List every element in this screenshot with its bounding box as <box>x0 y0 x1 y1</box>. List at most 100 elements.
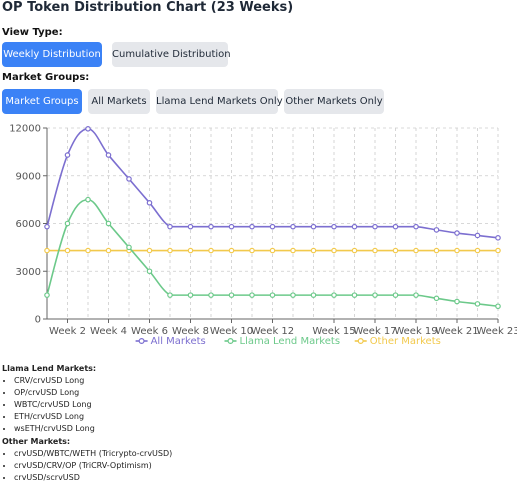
data-point <box>126 176 132 182</box>
data-point <box>249 223 255 230</box>
x-tick-label: Week 19 <box>394 326 437 337</box>
data-point <box>413 292 419 298</box>
data-point <box>433 227 440 233</box>
data-point <box>269 247 276 254</box>
data-point <box>85 125 91 132</box>
data-point <box>290 292 296 298</box>
legend-item[interactable]: All Markets <box>135 336 206 347</box>
data-point <box>413 223 419 230</box>
data-point <box>85 247 91 254</box>
data-point <box>372 223 378 230</box>
list-item: crvUSD/CRV/OP (TriCRV-Optimism) <box>14 460 172 472</box>
data-point <box>454 298 460 305</box>
legend-item[interactable]: Llama Lend Markets <box>224 336 341 347</box>
data-point <box>105 152 112 158</box>
data-point <box>167 292 173 298</box>
data-point <box>126 244 132 251</box>
legend-item[interactable]: Other Markets <box>354 336 441 347</box>
x-tick-label: Week 8 <box>172 326 209 337</box>
llama-lend-markets-only-button[interactable]: Llama Lend Markets Only <box>156 89 283 114</box>
data-point <box>392 247 399 254</box>
data-point <box>372 292 378 298</box>
x-tick-label: Week 23 <box>476 326 517 337</box>
data-point <box>495 303 501 310</box>
data-point <box>64 220 71 227</box>
data-point <box>146 247 153 254</box>
list-item: OP/crvUSD Long <box>14 387 95 399</box>
list-item: ETH/crvUSD Long <box>14 411 95 423</box>
data-point <box>310 247 317 254</box>
data-point <box>454 230 460 236</box>
data-point <box>372 247 378 254</box>
legend-label: Llama Lend Markets <box>240 336 341 347</box>
data-point <box>187 223 194 230</box>
x-tick-label: Week 17 <box>353 326 396 337</box>
chart-grid <box>46 127 499 320</box>
data-point <box>249 292 255 298</box>
data-point <box>64 247 71 254</box>
x-tick-label: Week 2 <box>49 326 86 337</box>
data-point <box>392 292 399 298</box>
data-point <box>290 247 296 254</box>
data-point <box>208 292 214 298</box>
data-point <box>310 292 317 298</box>
x-tick-label: Week 10 <box>210 326 253 337</box>
llama-lend-markets-title: Llama Lend Markets: <box>2 364 97 373</box>
data-point <box>208 223 214 230</box>
x-tick-label: Week 21 <box>435 326 478 337</box>
data-point <box>105 247 112 254</box>
data-point <box>187 247 194 254</box>
x-tick-label: Week 6 <box>131 326 168 337</box>
data-point <box>331 223 337 230</box>
data-point <box>228 247 235 254</box>
other-markets-only-button[interactable]: Other Markets Only <box>284 89 384 114</box>
data-point <box>208 247 214 254</box>
data-point <box>474 232 481 239</box>
view-type-label: View Type: <box>2 27 63 38</box>
data-point <box>351 292 358 298</box>
data-point <box>146 268 153 275</box>
chart-series <box>44 125 501 310</box>
other-markets-list: crvUSD/WBTC/WETH (Tricrypto-crvUSD) crvU… <box>14 448 172 484</box>
x-tick-label: Week 15 <box>312 326 355 337</box>
data-point <box>331 292 337 298</box>
data-point <box>146 200 153 206</box>
market-groups-button[interactable]: Market Groups <box>2 89 82 114</box>
list-item: WBTC/crvUSD Long <box>14 399 95 411</box>
cumulative-distribution-button[interactable]: Cumulative Distribution <box>112 42 231 67</box>
all-markets-button[interactable]: All Markets <box>88 89 150 114</box>
data-point <box>249 247 255 254</box>
data-point <box>433 247 440 254</box>
data-point <box>331 247 337 254</box>
page-title: OP Token Distribution Chart (23 Weeks) <box>2 0 294 15</box>
list-item: crvUSD/WBTC/WETH (Tricrypto-crvUSD) <box>14 448 172 460</box>
data-point <box>269 223 276 230</box>
data-point <box>454 247 460 254</box>
legend-swatch-marker <box>227 338 234 345</box>
data-point <box>351 223 358 230</box>
data-point <box>85 196 91 203</box>
market-groups-label: Market Groups: <box>2 72 90 83</box>
data-point <box>228 223 235 230</box>
y-tick-label: 6000 <box>16 219 41 230</box>
legend-swatch-marker <box>138 338 145 345</box>
x-tick-label: Week 12 <box>251 326 294 337</box>
legend-label: All Markets <box>151 336 206 347</box>
data-point <box>290 223 296 230</box>
y-tick-label: 9000 <box>16 171 41 182</box>
other-markets-title: Other Markets: <box>2 437 71 446</box>
chart-legend[interactable]: All Markets Llama Lend Markets Other Marke… <box>135 336 441 347</box>
data-point <box>474 247 481 254</box>
chart-axes: 0 3000 6000 9000 12000 Week 2 Week 4 Week 6 Week… <box>9 124 517 338</box>
data-point <box>351 247 358 254</box>
data-point <box>495 235 501 241</box>
weekly-distribution-button[interactable]: Weekly Distribution <box>2 42 102 67</box>
data-point <box>44 223 50 230</box>
data-point <box>433 295 440 302</box>
data-point <box>474 301 481 307</box>
data-point <box>64 152 71 158</box>
data-point <box>392 223 399 230</box>
data-point <box>413 247 419 254</box>
distribution-line-chart: 0 3000 6000 9000 12000 Week 2 Week 4 Week 6 Week… <box>9 124 517 348</box>
data-point <box>167 247 173 254</box>
